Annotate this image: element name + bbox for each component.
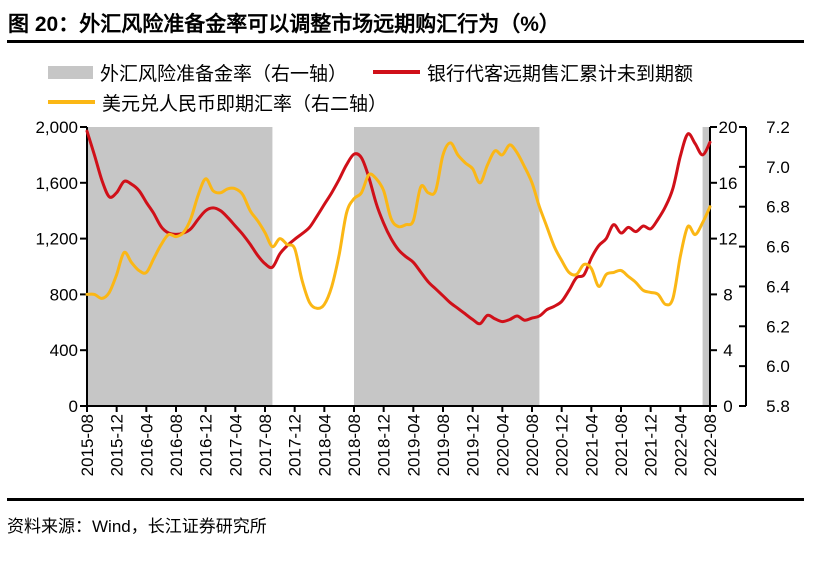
reserve-ratio-band (354, 127, 540, 406)
left-axis-label: 400 (50, 341, 78, 360)
x-axis-label: 2021-04 (582, 414, 601, 476)
legend-label-forward-sales: 银行代客远期售汇累计未到期额 (427, 63, 694, 85)
legend-row-2: 美元兑人民币即期汇率（右二轴） (48, 87, 693, 117)
x-axis-label: 2020-12 (553, 414, 572, 476)
figure-title: 图 20：外汇风险准备金率可以调整市场远期购汇行为（%） (8, 13, 560, 36)
x-axis-label: 2018-08 (345, 414, 364, 476)
x-axis-label: 2020-08 (523, 414, 542, 476)
right1-axis-label: 20 (719, 118, 738, 137)
x-axis-label: 2017-08 (256, 414, 275, 476)
x-axis-label: 2015-12 (108, 414, 127, 476)
x-axis-label: 2019-08 (434, 414, 453, 476)
legend-label-reserve-ratio: 外汇风险准备金率（右一轴） (100, 63, 348, 85)
series-line-forward-sales (85, 129, 712, 326)
x-axis-label: 2021-08 (612, 414, 631, 476)
right1-axis-label: 0 (723, 397, 732, 416)
x-axis-label: 2016-12 (197, 414, 216, 476)
left-axis-label: 1,600 (35, 174, 78, 193)
chart-legend: 外汇风险准备金率（右一轴） 银行代客远期售汇累计未到期额 美元兑人民币即期汇率（… (48, 57, 693, 117)
x-axis-label: 2020-04 (493, 414, 512, 476)
right1-axis-label: 4 (723, 341, 732, 360)
right1-axis-label: 12 (719, 230, 738, 249)
left-axis-label: 0 (69, 397, 78, 416)
x-axis-label: 2018-04 (315, 414, 334, 476)
right1-axis-label: 16 (719, 174, 738, 193)
right1-axis-label: 8 (723, 285, 732, 304)
x-axis-label: 2016-04 (137, 414, 156, 476)
x-axis-label: 2017-04 (226, 414, 245, 476)
x-axis-label: 2022-08 (701, 414, 720, 476)
x-axis-label: 2016-08 (167, 414, 186, 476)
x-axis-label: 2015-08 (78, 414, 97, 476)
right2-axis-label: 6.8 (766, 198, 790, 217)
chart-plot-area: 0 400 800 1,200 1,600 2,000 0 4 8 12 16 20 5.8 6.0 6.2… (35, 118, 790, 476)
x-axis-label: 2017-12 (286, 414, 305, 476)
right2-axis-label: 7.0 (766, 158, 790, 177)
left-axis-label: 2,000 (35, 118, 78, 137)
right2-axis-label: 6.2 (766, 317, 790, 336)
right2-axis-label: 7.2 (766, 118, 790, 137)
x-axis-label: 2019-12 (464, 414, 483, 476)
right2-axis-label: 5.8 (766, 397, 790, 416)
source-rule (7, 498, 804, 501)
reserve-ratio-band (702, 127, 710, 406)
right2-axis-label: 6.4 (766, 277, 790, 296)
left-axis-label: 1,200 (35, 230, 78, 249)
reserve-ratio-band (87, 127, 273, 406)
x-axis-label: 2018-12 (375, 414, 394, 476)
x-axis-label: 2022-04 (671, 414, 690, 476)
source-note: 资料来源：Wind，长江证券研究所 (7, 517, 267, 536)
legend-swatch-forward-sales (373, 70, 421, 74)
title-rule (7, 40, 804, 43)
left-axis-label: 800 (50, 285, 78, 304)
legend-swatch-reserve-ratio (48, 65, 93, 79)
x-axis-label: 2021-12 (642, 414, 661, 476)
legend-row-1: 外汇风险准备金率（右一轴） 银行代客远期售汇累计未到期额 (48, 57, 693, 87)
right2-axis-label: 6.6 (766, 238, 790, 257)
x-axis-label: 2019-04 (404, 414, 423, 476)
legend-swatch-usdcny-spot (48, 100, 95, 104)
series-line-usdcny-spot (85, 141, 712, 310)
right2-axis-label: 6.0 (766, 357, 790, 376)
legend-label-usdcny-spot: 美元兑人民币即期汇率（右二轴） (102, 93, 388, 115)
